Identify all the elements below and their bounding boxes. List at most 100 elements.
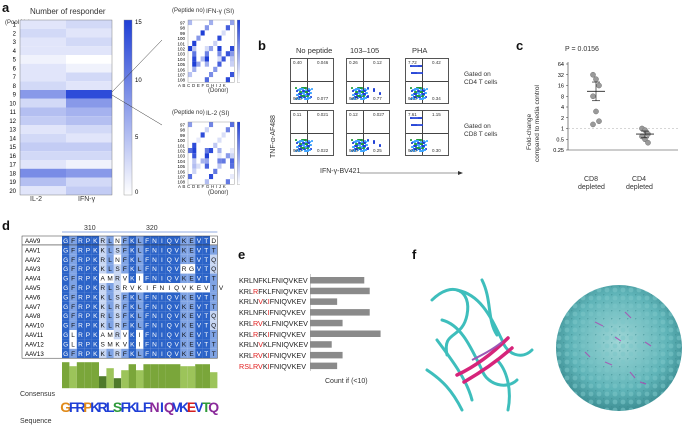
flow-event	[413, 148, 415, 150]
alignment-cell	[158, 348, 166, 359]
flow-event	[299, 140, 301, 142]
alignment-cell	[202, 320, 210, 330]
c-ytick: 8	[561, 94, 564, 100]
flow-event	[304, 98, 306, 100]
inset-cell	[196, 30, 201, 36]
alignment-cell	[99, 236, 107, 246]
flow-event	[410, 98, 412, 100]
flow-event	[307, 145, 309, 147]
flow-event	[422, 95, 424, 97]
inset-cell	[217, 163, 222, 169]
alignment-cell	[91, 339, 99, 349]
alignment-cell	[91, 292, 99, 302]
flow-event	[359, 147, 361, 149]
alignment-cell	[76, 339, 85, 349]
flow-event	[419, 87, 421, 89]
peptide-segment: F	[258, 276, 263, 285]
alignment-residue: G	[63, 332, 68, 339]
flow-event	[360, 139, 362, 141]
inset-cell	[209, 56, 214, 62]
flow-event	[305, 141, 307, 143]
alignment-cell	[150, 301, 159, 312]
alignment-residue: V	[197, 266, 202, 273]
alignment-cell	[136, 348, 144, 359]
inset-cell	[196, 46, 201, 52]
flow-event	[357, 97, 359, 99]
flow-event	[304, 91, 306, 93]
flow-event	[363, 95, 365, 97]
inset-cell	[213, 122, 218, 128]
consensus-bar	[210, 372, 218, 389]
alignment-residue: I	[139, 332, 141, 339]
inset-cell	[192, 153, 197, 159]
alignment-residue: T	[212, 294, 216, 301]
flow-event	[301, 88, 303, 90]
inset-cell	[230, 168, 235, 174]
peptide-segment: KLFNIQVKEV	[262, 286, 308, 296]
sequence-label: Sequence	[20, 418, 52, 425]
alignment-residue: K	[101, 351, 106, 358]
count-bar	[310, 351, 343, 359]
heatmap-cell-il2	[20, 177, 66, 187]
alignment-residue: Q	[211, 313, 216, 320]
flow-event	[423, 88, 425, 90]
peptide-segment: V	[258, 361, 263, 371]
alignment-row-name: AAV6	[25, 294, 41, 301]
heatmap-cell-ifn	[66, 151, 112, 160]
consensus-bar	[121, 370, 129, 389]
flow-event	[418, 139, 420, 141]
flow-event	[416, 97, 418, 99]
alignment-residue: K	[101, 323, 106, 330]
inset-cell	[188, 66, 193, 72]
flow-event	[364, 93, 366, 95]
alignment-cell	[173, 320, 181, 330]
logo-letter: K	[179, 399, 189, 415]
peptide-segment: KIFNIQVKEV	[262, 329, 306, 339]
flow-event	[295, 98, 297, 100]
alignment-cell	[158, 292, 166, 302]
flow-event	[421, 98, 423, 100]
flow-event	[301, 139, 303, 141]
capsid-surface-structure	[556, 285, 682, 411]
alignment-cell	[136, 339, 144, 349]
alignment-cell	[99, 339, 107, 349]
alignment-residue: V	[197, 351, 202, 358]
inset-cell	[200, 127, 205, 133]
flow-event	[421, 150, 423, 152]
alignment-residue: V	[197, 276, 202, 283]
inset-cell	[209, 148, 214, 154]
flow-event	[306, 95, 308, 97]
alignment-residue: L	[108, 294, 112, 301]
alignment-cell	[69, 245, 77, 255]
alignment-residue: R	[100, 285, 105, 292]
heatmap-cell-il2	[20, 90, 66, 99]
inset-cell	[209, 158, 214, 164]
alignment-residue: N	[152, 304, 157, 311]
alignment-cell	[84, 264, 92, 274]
inset-cell	[196, 20, 201, 26]
peptide-segment: V	[258, 340, 263, 350]
inset-peptide-tick: 99	[180, 133, 186, 138]
logo-letter: Q	[164, 399, 175, 415]
alignment-cell	[136, 301, 144, 312]
inset-cell	[204, 163, 209, 169]
flow-event	[362, 147, 364, 149]
flow-event	[367, 139, 369, 141]
flow-event	[361, 89, 363, 91]
flow-plot: 7.61 1.15 90.9 0.30	[405, 110, 449, 156]
alignment-cell	[69, 236, 77, 246]
pool-tick: 2	[13, 31, 17, 37]
inset2-donor-ticks: A B C D E F G H I J K	[178, 184, 226, 189]
flow-event	[419, 124, 421, 126]
consensus-bar	[128, 364, 136, 389]
inset-cell	[188, 158, 193, 164]
heatmap-cell-il2	[20, 46, 66, 55]
inset-cell	[200, 61, 205, 67]
inset-cell	[221, 132, 226, 138]
alignment-residue: R	[115, 276, 120, 283]
inset-cell	[192, 25, 197, 31]
alignment-cell	[62, 339, 70, 349]
alignment-residue: K	[182, 304, 187, 311]
inset-cell	[217, 56, 222, 62]
quadrant-percent: 7.72	[408, 60, 417, 65]
